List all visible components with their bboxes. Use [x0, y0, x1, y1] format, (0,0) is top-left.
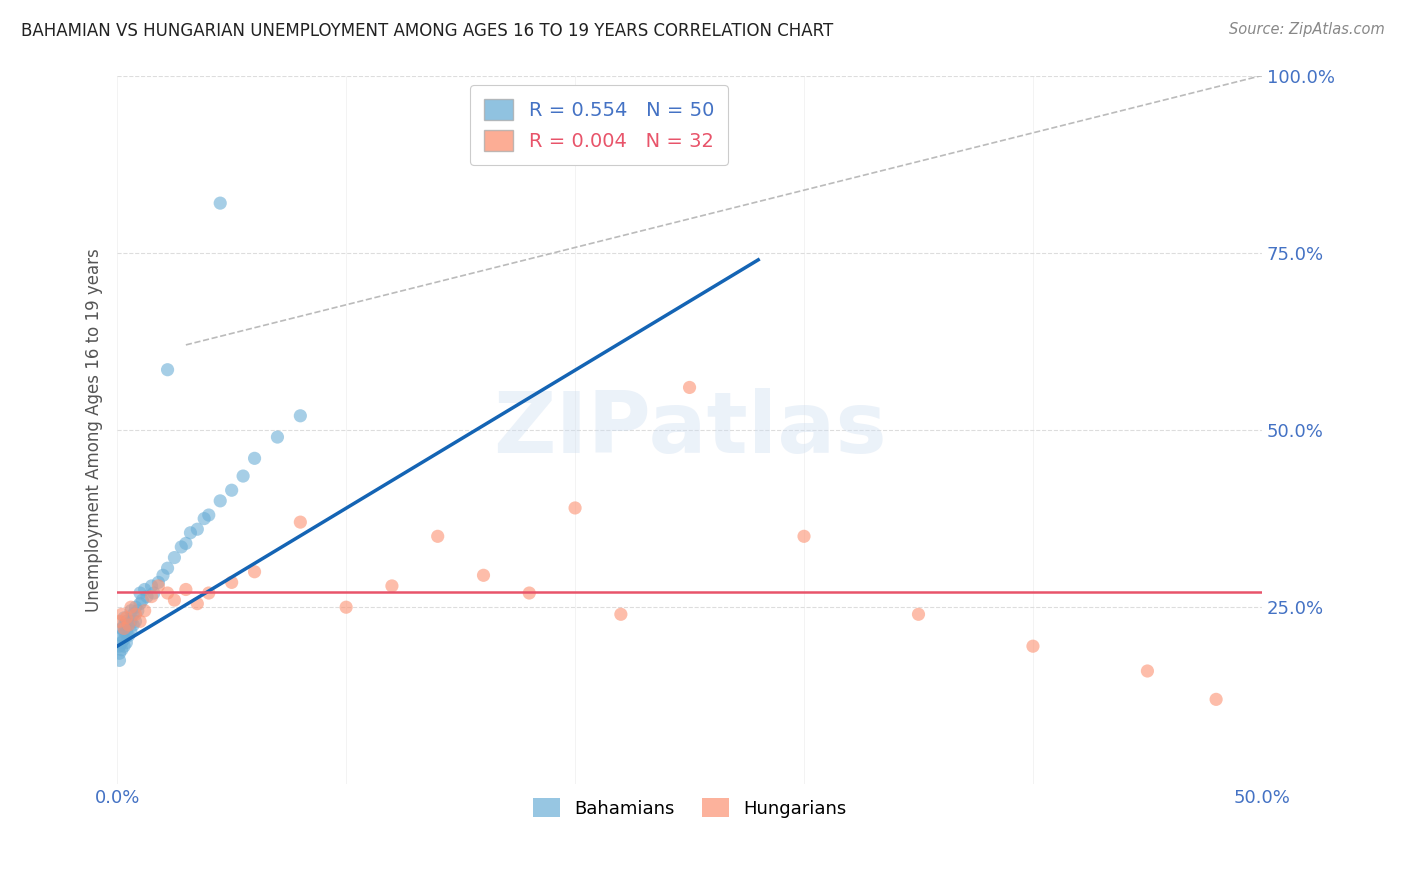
- Point: [174, 536, 197, 550]
- Point: [179, 525, 201, 540]
- Point: [134, 604, 156, 618]
- Legend: Bahamians, Hungarians: Bahamians, Hungarians: [526, 791, 853, 825]
- Point: [152, 568, 174, 582]
- Point: [564, 500, 586, 515]
- Point: [186, 597, 208, 611]
- Point: [108, 646, 131, 660]
- Point: [472, 568, 495, 582]
- Point: [290, 409, 312, 423]
- Point: [136, 590, 159, 604]
- Point: [1136, 664, 1159, 678]
- Point: [156, 362, 179, 376]
- Point: [117, 618, 139, 632]
- Text: ZIPatlas: ZIPatlas: [492, 389, 886, 472]
- Point: [127, 604, 149, 618]
- Point: [115, 635, 138, 649]
- Point: [112, 639, 135, 653]
- Point: [112, 611, 135, 625]
- Point: [108, 653, 131, 667]
- Point: [163, 550, 186, 565]
- Point: [197, 586, 219, 600]
- Point: [115, 615, 138, 629]
- Point: [111, 607, 134, 622]
- Point: [209, 494, 232, 508]
- Point: [163, 593, 186, 607]
- Point: [129, 615, 152, 629]
- Point: [129, 586, 152, 600]
- Point: [426, 529, 449, 543]
- Point: [115, 611, 138, 625]
- Point: [148, 579, 170, 593]
- Point: [209, 196, 232, 211]
- Point: [148, 575, 170, 590]
- Point: [1022, 639, 1045, 653]
- Point: [174, 582, 197, 597]
- Point: [120, 600, 142, 615]
- Point: [156, 586, 179, 600]
- Point: [120, 625, 142, 640]
- Point: [124, 615, 146, 629]
- Point: [111, 642, 134, 657]
- Point: [142, 586, 165, 600]
- Point: [156, 561, 179, 575]
- Text: BAHAMIAN VS HUNGARIAN UNEMPLOYMENT AMONG AGES 16 TO 19 YEARS CORRELATION CHART: BAHAMIAN VS HUNGARIAN UNEMPLOYMENT AMONG…: [21, 22, 834, 40]
- Point: [197, 508, 219, 522]
- Point: [117, 618, 139, 632]
- Point: [108, 615, 131, 629]
- Point: [1205, 692, 1227, 706]
- Point: [170, 540, 193, 554]
- Text: Source: ZipAtlas.com: Source: ZipAtlas.com: [1229, 22, 1385, 37]
- Point: [221, 575, 243, 590]
- Point: [112, 625, 135, 640]
- Point: [112, 618, 135, 632]
- Point: [141, 579, 163, 593]
- Point: [108, 639, 131, 653]
- Point: [112, 632, 135, 646]
- Point: [120, 615, 142, 629]
- Point: [290, 515, 312, 529]
- Point: [517, 586, 540, 600]
- Point: [193, 511, 215, 525]
- Point: [120, 604, 142, 618]
- Point: [134, 582, 156, 597]
- Point: [221, 483, 243, 498]
- Point: [610, 607, 633, 622]
- Point: [232, 469, 254, 483]
- Point: [111, 629, 134, 643]
- Point: [243, 451, 266, 466]
- Point: [117, 629, 139, 643]
- Point: [112, 622, 135, 636]
- Point: [243, 565, 266, 579]
- Point: [678, 380, 700, 394]
- Y-axis label: Unemployment Among Ages 16 to 19 years: Unemployment Among Ages 16 to 19 years: [86, 248, 103, 612]
- Point: [124, 600, 146, 615]
- Point: [111, 622, 134, 636]
- Point: [131, 593, 153, 607]
- Point: [266, 430, 288, 444]
- Point: [129, 597, 152, 611]
- Point: [381, 579, 404, 593]
- Point: [111, 635, 134, 649]
- Point: [335, 600, 357, 615]
- Point: [122, 618, 145, 632]
- Point: [124, 607, 146, 622]
- Point: [115, 625, 138, 640]
- Point: [793, 529, 815, 543]
- Point: [141, 590, 163, 604]
- Point: [122, 607, 145, 622]
- Point: [907, 607, 929, 622]
- Point: [186, 522, 208, 536]
